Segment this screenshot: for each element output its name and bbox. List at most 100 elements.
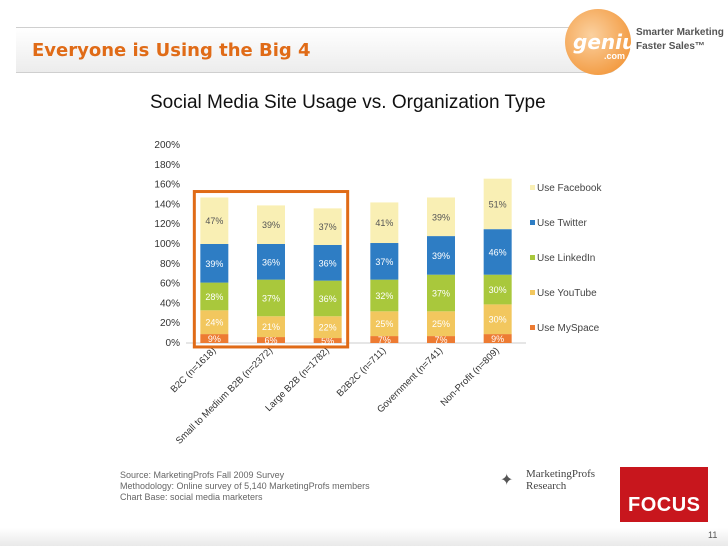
bar-segment bbox=[370, 279, 399, 312]
data-label: 30% bbox=[489, 315, 507, 325]
bar-segment bbox=[257, 279, 285, 317]
chart-base-line: Chart Base: social media marketers bbox=[120, 492, 263, 502]
data-label: 36% bbox=[262, 257, 280, 267]
bar-segment bbox=[483, 274, 512, 305]
y-tick-label: 20% bbox=[160, 318, 180, 329]
bar-segment bbox=[427, 336, 455, 343]
category-label: Large B2B (n=1782) bbox=[263, 345, 331, 413]
legend-swatch bbox=[530, 220, 535, 225]
bar-segment bbox=[370, 202, 399, 244]
data-label: 39% bbox=[205, 259, 223, 269]
bar-segment bbox=[427, 236, 455, 275]
legend-label: Use MySpace bbox=[537, 323, 600, 334]
bar-segment bbox=[200, 334, 229, 343]
bar-segment bbox=[200, 282, 229, 311]
data-label: 24% bbox=[205, 318, 223, 328]
bar-segment bbox=[313, 208, 342, 245]
genius-tagline-2: Faster Sales™ bbox=[636, 41, 705, 52]
legend-label: Use Twitter bbox=[537, 218, 587, 229]
focus-logo-text: FOCUS bbox=[628, 494, 701, 516]
bar-segment bbox=[313, 316, 342, 339]
bar-segment bbox=[257, 244, 285, 280]
bar-segment bbox=[370, 243, 399, 280]
page-number: 11 bbox=[708, 530, 718, 540]
y-tick-label: 160% bbox=[154, 180, 180, 191]
legend-label: Use YouTube bbox=[537, 288, 597, 299]
methodology-line: Methodology: Online survey of 5,140 Mark… bbox=[120, 481, 370, 491]
bar-segment bbox=[200, 310, 229, 335]
bar-segment bbox=[483, 304, 512, 335]
source-line: Source: MarketingProfs Fall 2009 Survey bbox=[120, 470, 285, 480]
bar-segment bbox=[313, 244, 342, 281]
data-label: 25% bbox=[432, 319, 450, 329]
bar-segment bbox=[313, 280, 342, 317]
bar-segment bbox=[427, 197, 455, 237]
chart-title: Social Media Site Usage vs. Organization… bbox=[150, 92, 546, 113]
y-tick-label: 60% bbox=[160, 279, 180, 290]
y-tick-label: 140% bbox=[154, 199, 180, 210]
bar-segment bbox=[427, 311, 455, 337]
data-label: 30% bbox=[489, 285, 507, 295]
slide-title: Everyone is Using the Big 4 bbox=[32, 40, 311, 61]
genius-logo-domain: .com bbox=[604, 51, 626, 61]
chart-panel: Social Media Site Usage vs. Organization… bbox=[116, 88, 610, 502]
bar-segment bbox=[483, 178, 512, 230]
focus-logo bbox=[620, 467, 708, 522]
category-label: Non-Profit (n=809) bbox=[439, 345, 502, 408]
y-tick-label: 40% bbox=[160, 298, 180, 309]
legend-swatch bbox=[530, 255, 535, 260]
data-label: 7% bbox=[434, 335, 447, 345]
genius-logo-wordmark: genius bbox=[573, 30, 649, 54]
y-tick-label: 0% bbox=[166, 338, 181, 349]
data-label: 46% bbox=[489, 247, 507, 257]
category-label: B2B2C (n=711) bbox=[335, 345, 389, 399]
data-label: 51% bbox=[489, 199, 507, 209]
bar-segment bbox=[483, 334, 512, 343]
bar-segment bbox=[313, 338, 342, 343]
data-label: 36% bbox=[319, 294, 337, 304]
legend-swatch bbox=[530, 325, 535, 330]
bird-icon: ✦ bbox=[500, 472, 514, 489]
marketingprofs-line-1: MarketingProfs bbox=[526, 468, 596, 480]
legend-swatch bbox=[530, 290, 535, 295]
marketingprofs-line-2: Research bbox=[526, 480, 567, 492]
category-label: B2C (n=1618) bbox=[169, 345, 219, 395]
bar-segment bbox=[370, 336, 399, 343]
data-label: 37% bbox=[375, 257, 393, 267]
data-label: 5% bbox=[321, 336, 334, 346]
genius-tagline-1: Smarter Marketing bbox=[636, 27, 724, 38]
data-label: 9% bbox=[208, 334, 221, 344]
data-label: 6% bbox=[264, 336, 277, 346]
y-tick-label: 120% bbox=[154, 219, 180, 230]
legend-label: Use Facebook bbox=[537, 183, 602, 194]
bar-segment bbox=[427, 274, 455, 312]
y-tick-label: 100% bbox=[154, 239, 180, 250]
data-label: 47% bbox=[205, 216, 223, 226]
bar-segment bbox=[200, 197, 229, 244]
data-label: 28% bbox=[205, 292, 223, 302]
y-tick-label: 200% bbox=[154, 140, 180, 151]
data-label: 7% bbox=[378, 335, 391, 345]
data-label: 37% bbox=[319, 222, 337, 232]
marketingprofs-name: MarketingProfs Research bbox=[526, 468, 616, 492]
data-label: 32% bbox=[375, 291, 393, 301]
data-label: 21% bbox=[262, 322, 280, 332]
data-label: 37% bbox=[432, 289, 450, 299]
data-label: 9% bbox=[491, 334, 504, 344]
data-label: 37% bbox=[262, 293, 280, 303]
legend-label: Use LinkedIn bbox=[537, 253, 595, 264]
bar-segment bbox=[257, 205, 285, 244]
y-tick-label: 180% bbox=[154, 160, 180, 171]
legend-swatch bbox=[530, 185, 535, 190]
highlight-box bbox=[192, 190, 350, 349]
data-label: 39% bbox=[262, 220, 280, 230]
data-label: 22% bbox=[319, 323, 337, 333]
data-label: 41% bbox=[375, 218, 393, 228]
bar-segment bbox=[257, 316, 285, 338]
y-tick-label: 80% bbox=[160, 259, 180, 270]
bar-segment bbox=[483, 229, 512, 275]
footer-bar bbox=[0, 528, 728, 546]
data-label: 25% bbox=[375, 319, 393, 329]
title-bar bbox=[16, 27, 617, 73]
bar-segment bbox=[370, 311, 399, 337]
